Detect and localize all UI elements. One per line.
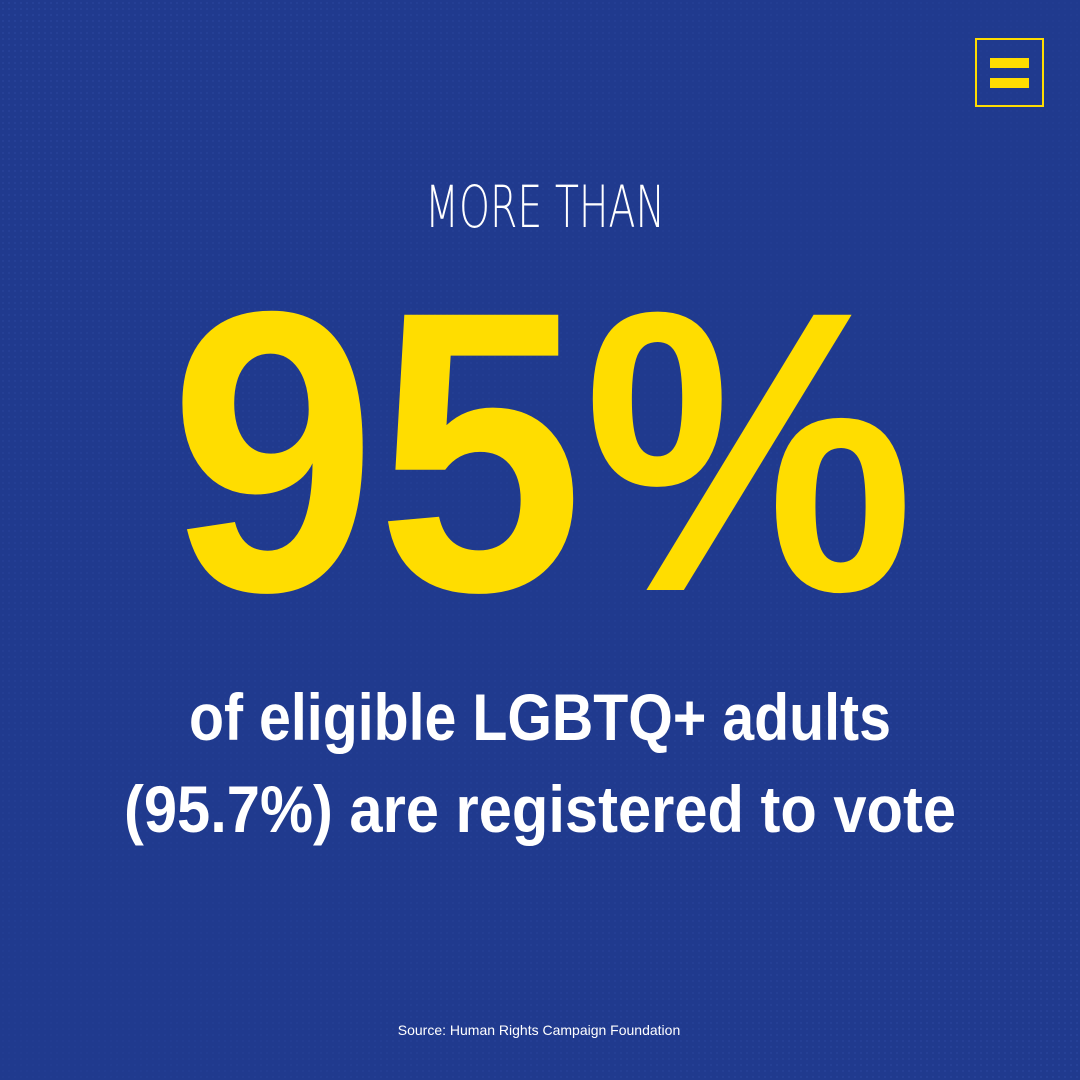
lead-text: MORE THAN xyxy=(425,173,665,241)
logo-bar xyxy=(990,58,1029,68)
logo-bar xyxy=(990,78,1029,88)
body-line: (95.7%) are registered to vote xyxy=(124,772,956,846)
body-line: of eligible LGBTQ+ adults xyxy=(189,680,891,754)
logo xyxy=(975,38,1044,107)
logo-frame xyxy=(975,38,1044,107)
stat: 95% xyxy=(170,228,915,675)
source: Source: Human Rights Campaign Foundation xyxy=(398,1022,681,1038)
